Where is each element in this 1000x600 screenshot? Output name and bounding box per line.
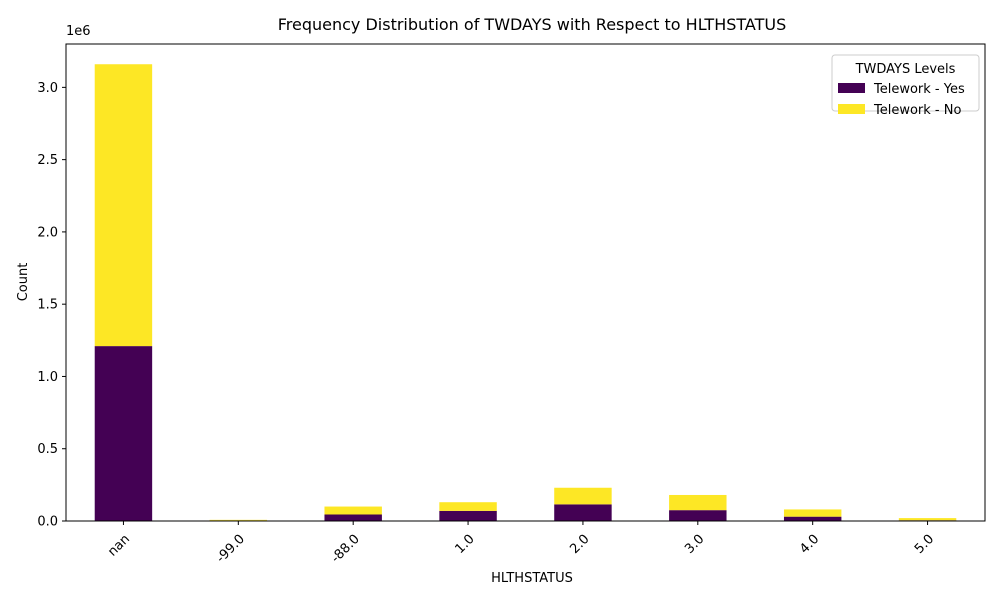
x-tick-label: 5.0 — [912, 532, 937, 557]
x-ticks-layer: nan -99.0 -88.0 1.0 2.0 3.0 4.0 5.0 — [105, 521, 937, 566]
y-tick-label: 3.0 — [37, 81, 58, 96]
bar-no-6 — [783, 509, 842, 517]
bar-yes-2 — [324, 514, 382, 521]
x-tick-label: 3.0 — [682, 532, 707, 557]
y-tick-label: 2.0 — [37, 225, 58, 240]
axes-layer — [65, 43, 986, 522]
x-axis-label: HLTHSTATUS — [491, 571, 573, 586]
bars-layer — [94, 64, 957, 521]
legend: TWDAYS Levels Telework - Yes Telework - No — [831, 54, 980, 118]
bar-no-5 — [669, 494, 727, 511]
x-tick-label: -99.0 — [214, 532, 248, 566]
bar-no-2 — [324, 506, 382, 515]
y-tick-label: 0.5 — [37, 442, 58, 457]
chart-title: Frequency Distribution of TWDAYS with Re… — [278, 15, 787, 34]
bar-no-0 — [94, 64, 153, 347]
y-tick-label: 0.0 — [37, 515, 58, 530]
bar-yes-3 — [439, 510, 497, 521]
legend-label-no: Telework - No — [873, 103, 961, 118]
bar-no-1 — [209, 519, 268, 521]
bar-yes-4 — [554, 504, 612, 521]
bar-no-3 — [439, 502, 497, 511]
y-tick-label: 1.5 — [37, 298, 58, 313]
legend-title: TWDAYS Levels — [855, 62, 956, 77]
legend-swatch-yes — [838, 83, 865, 93]
x-tick-label: nan — [105, 532, 133, 560]
y-tick-label: 1.0 — [37, 370, 58, 385]
x-tick-label: 1.0 — [452, 532, 477, 557]
legend-label-yes: Telework - Yes — [873, 82, 965, 97]
legend-swatch-no — [838, 104, 865, 114]
bar-yes-0 — [94, 346, 153, 521]
plot-frame — [65, 43, 986, 522]
bar-yes-5 — [669, 510, 727, 521]
x-tick-label: -88.0 — [328, 532, 362, 566]
legend-frame — [831, 54, 980, 112]
x-tick-label: 2.0 — [567, 532, 592, 557]
y-ticks-layer: 0.0 0.5 1.0 1.5 2.0 2.5 3.0 — [37, 81, 66, 530]
bar-yes-6 — [783, 516, 842, 521]
bar-no-4 — [554, 487, 612, 505]
x-tick-label: 4.0 — [797, 532, 822, 557]
y-tick-label: 2.5 — [37, 153, 58, 168]
bar-no-7 — [898, 518, 957, 521]
y-axis-multiplier: 1e6 — [66, 24, 91, 39]
y-axis-label: Count — [16, 263, 31, 302]
